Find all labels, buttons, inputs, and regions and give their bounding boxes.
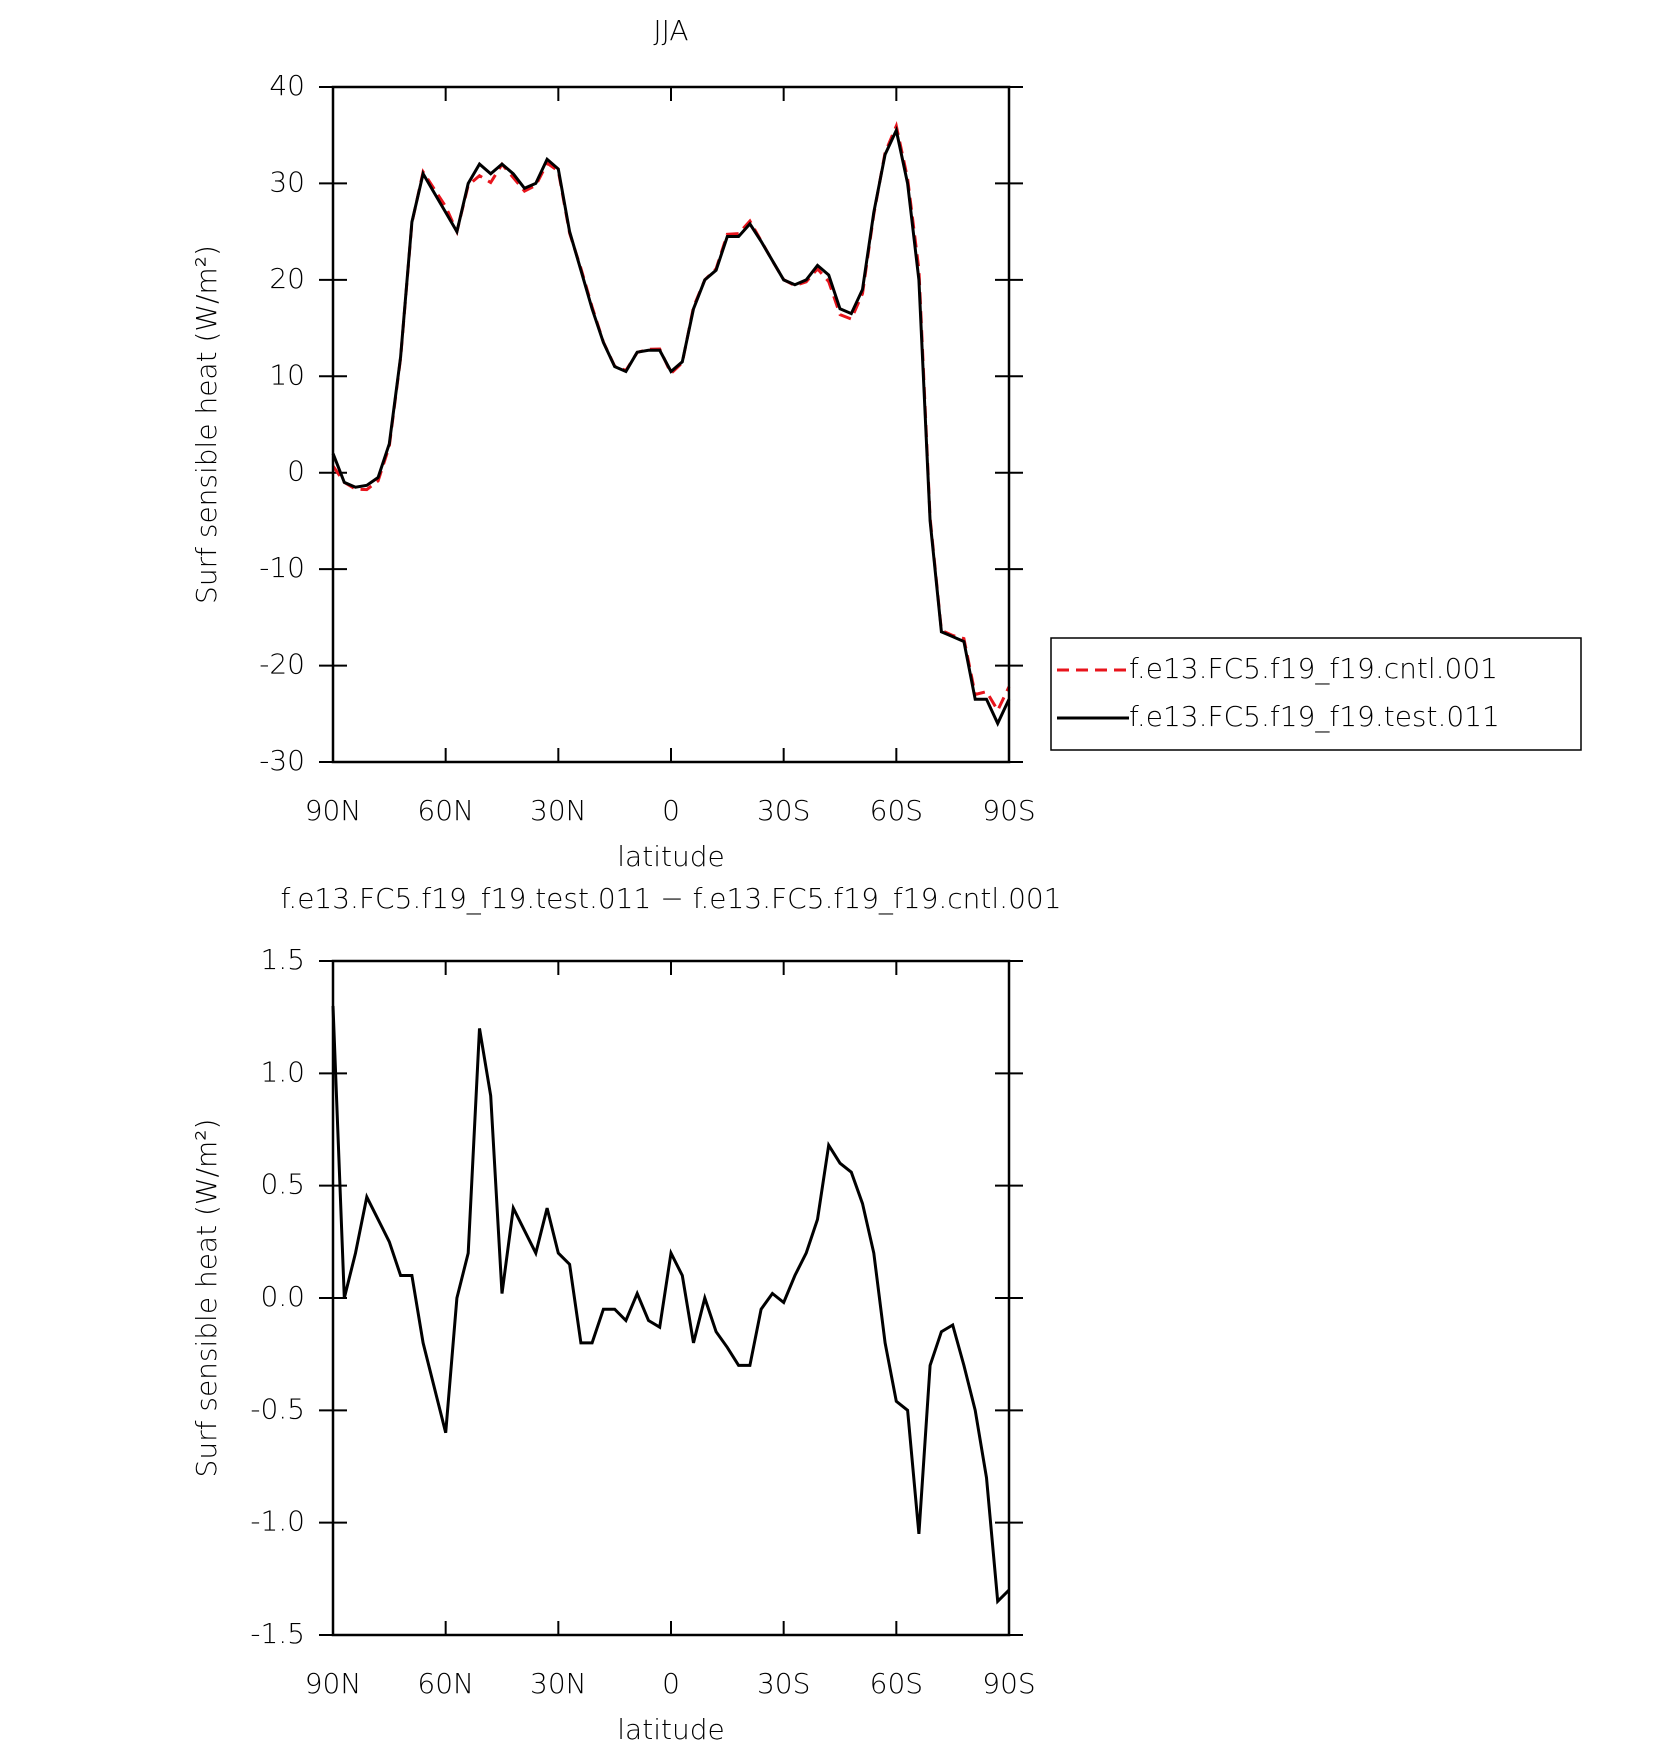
x-axis-label: latitude	[617, 840, 724, 873]
x-tick-label: 60S	[870, 794, 923, 827]
y-tick-label: 30	[269, 165, 305, 198]
y-axis-label: Surf sensible heat (W/m²)	[190, 1119, 223, 1478]
x-tick-label: 60N	[417, 794, 474, 827]
x-axis-label: latitude	[617, 1713, 724, 1746]
y-tick-label: 1.0	[260, 1055, 305, 1088]
y-tick-label: 40	[269, 69, 305, 102]
y-tick-label: 20	[269, 262, 305, 295]
y-tick-label: 10	[269, 358, 305, 391]
y-tick-label: -30	[259, 744, 305, 777]
y-tick-label: -1.5	[250, 1617, 305, 1650]
y-tick-label: 0	[287, 455, 305, 488]
legend-label: f.e13.FC5.f19_f19.cntl.001	[1129, 652, 1498, 686]
y-tick-label: -0.5	[250, 1392, 305, 1425]
x-tick-label: 60N	[417, 1667, 474, 1700]
x-tick-label: 30N	[530, 794, 587, 827]
y-tick-label: 1.5	[260, 943, 305, 976]
x-tick-label: 90S	[982, 1667, 1035, 1700]
y-tick-label: 0.0	[260, 1280, 305, 1313]
legend-label: f.e13.FC5.f19_f19.test.011	[1129, 700, 1500, 734]
x-tick-label: 30N	[530, 1667, 587, 1700]
y-axis-label: Surf sensible heat (W/m²)	[190, 245, 223, 604]
chart-title: f.e13.FC5.f19_f19.test.011 − f.e13.FC5.f…	[280, 882, 1061, 916]
plot-frame	[331, 959, 1011, 1637]
x-tick-label: 90N	[305, 794, 362, 827]
legend-box	[1050, 637, 1582, 751]
x-tick-label: 90N	[305, 1667, 362, 1700]
y-tick-label: -10	[259, 551, 305, 584]
x-tick-label: 60S	[870, 1667, 923, 1700]
chart-title: JJA	[653, 14, 688, 47]
x-tick-label: 30S	[757, 1667, 810, 1700]
x-tick-label: 0	[662, 1667, 680, 1700]
plot-frame	[331, 85, 1011, 764]
y-tick-label: -20	[259, 648, 305, 681]
data-line	[331, 1005, 1011, 1605]
y-tick-label: 0.5	[260, 1168, 305, 1201]
x-tick-label: 90S	[982, 794, 1035, 827]
data-line	[331, 125, 1011, 727]
data-line	[331, 121, 1011, 714]
x-tick-label: 0	[662, 794, 680, 827]
y-tick-label: -1.0	[250, 1505, 305, 1538]
x-tick-label: 30S	[757, 794, 810, 827]
